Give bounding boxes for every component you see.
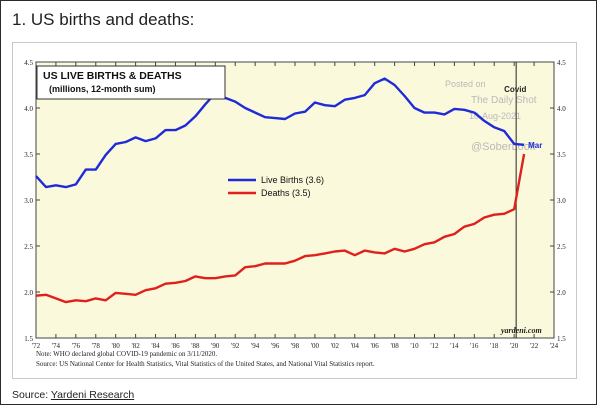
chart-subtitle: (millions, 12-month sum)	[49, 84, 156, 94]
x-tick-label: '14	[450, 342, 459, 350]
y-tick-label-right: 2.5	[557, 243, 566, 251]
deaths-series-line	[35, 153, 526, 304]
legend-deaths-label: Deaths (3.5)	[261, 188, 311, 198]
x-tick-label: '98	[291, 342, 300, 350]
mar-label: Mar	[528, 141, 542, 150]
watermark-line-2: The Daily Shot	[471, 95, 537, 106]
x-tick-label: '88	[191, 342, 200, 350]
x-tick-label: '90	[211, 342, 220, 350]
watermark-line-4: @SoberLook	[471, 141, 536, 153]
x-tick-label: '84	[151, 342, 160, 350]
y-tick-label: 2.0	[24, 289, 33, 297]
section-heading: 1. US births and deaths:	[12, 10, 195, 29]
y-tick-label: 4.5	[24, 59, 33, 67]
source-link[interactable]: Yardeni Research	[50, 389, 135, 401]
x-tick-label: '80	[112, 342, 121, 350]
x-tick-label: '16	[470, 342, 479, 350]
x-tick-label: '76	[72, 342, 81, 350]
watermark-line-1: Posted on	[445, 79, 486, 89]
y-tick-label-right: 3.5	[557, 151, 566, 159]
x-tick-label: '94	[251, 342, 260, 350]
chart-title-box	[36, 65, 226, 100]
x-tick-label: '10	[410, 342, 419, 350]
x-tick-label: '04	[351, 342, 360, 350]
y-tick-label: 1.5	[24, 335, 33, 343]
x-tick-label: '24	[550, 342, 559, 350]
births-deaths-chart: '72 '74 '76 '78 '80 '82 '84 '86 '88 '90 '92 '94 '96 '…	[24, 59, 566, 368]
x-tick-label: '20	[510, 342, 519, 350]
chart-title: US LIVE BIRTHS & DEATHS	[43, 70, 182, 82]
y-tick-label-right: 2.0	[557, 289, 566, 297]
covid-label: Covid	[504, 85, 526, 94]
x-tick-label: '72	[32, 342, 41, 350]
y-tick-label: 3.0	[24, 197, 33, 205]
credit-label: yardeni.com	[500, 326, 542, 335]
y-tick-label: 2.5	[24, 243, 33, 251]
footnote-note: Note: WHO declared global COVID-19 pande…	[36, 350, 217, 358]
x-tick-label: '78	[92, 342, 101, 350]
x-tick-label: '08	[390, 342, 399, 350]
y-tick-label: 4.0	[24, 105, 33, 113]
x-tick-label: '74	[52, 342, 61, 350]
source-line: Source: Yardeni Research	[12, 389, 134, 401]
births-series-line	[35, 77, 525, 189]
x-tick-label: '22	[530, 342, 539, 350]
y-tick-label-right: 4.5	[557, 59, 566, 67]
y-tick-label: 3.5	[24, 151, 33, 159]
x-tick-label: '12	[430, 342, 439, 350]
watermark-line-3: 10-Aug-2021	[469, 111, 521, 121]
x-tick-label: '02	[331, 342, 340, 350]
x-tick-label: '82	[131, 342, 140, 350]
y-tick-label-right: 3.0	[557, 197, 566, 205]
x-tick-label: '96	[271, 342, 280, 350]
x-tick-label: '00	[311, 342, 320, 350]
y-tick-label-right: 4.0	[557, 105, 566, 113]
x-tick-label: '06	[371, 342, 380, 350]
legend-births-label: Live Births (3.6)	[261, 175, 324, 185]
x-tick-label: '86	[171, 342, 180, 350]
footnote-source: Source: US National Center for Health St…	[36, 360, 375, 368]
source-prefix: Source:	[12, 389, 51, 401]
x-tick-label: '92	[231, 342, 240, 350]
x-tick-label: '18	[490, 342, 499, 350]
y-tick-label-right: 1.5	[557, 335, 566, 343]
